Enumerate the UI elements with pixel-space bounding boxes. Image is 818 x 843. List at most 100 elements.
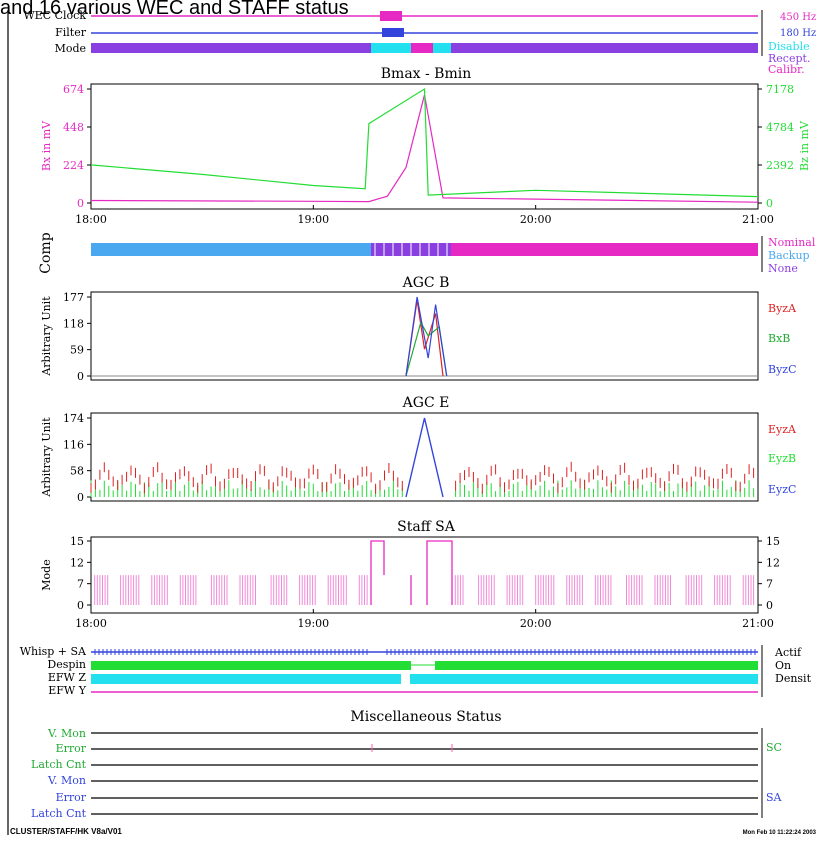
y-tick-label-right: 0 bbox=[766, 599, 773, 612]
y-tick-label: 0 bbox=[77, 599, 84, 612]
legend-eyzc: EyzC bbox=[768, 483, 796, 496]
y-tick-label: 674 bbox=[63, 83, 84, 96]
top-status: WEC Clock Filter Mode 450 Hz 180 Hz Disa… bbox=[23, 9, 816, 76]
panel4-frame bbox=[90, 536, 759, 614]
legend-byzc: ByzC bbox=[768, 363, 797, 376]
label-wec-clock: WEC Clock bbox=[23, 9, 86, 22]
y-tick-label: 174 bbox=[63, 412, 84, 425]
mode-recept: Recept. bbox=[768, 52, 810, 65]
sa-vmon-label: V. Mon bbox=[47, 774, 86, 787]
misc-status: Miscellaneous Status V. Mon Error Latch … bbox=[31, 709, 782, 820]
y-tick-label: 177 bbox=[63, 291, 84, 304]
panel1-ylabel-right: Bz in mV bbox=[798, 120, 811, 171]
comp-status: Comp Nominal Backup None bbox=[38, 232, 816, 275]
y-tick-label: 15 bbox=[70, 535, 84, 548]
y-tick-label: 118 bbox=[63, 317, 84, 330]
comp-legend-backup: Backup bbox=[768, 249, 810, 262]
label-efw-y: EFW Y bbox=[48, 684, 86, 697]
panel4-title: Staff SA bbox=[397, 519, 456, 535]
x-tick-label: 20:00 bbox=[520, 213, 552, 226]
y-tick-label-right: 2392 bbox=[766, 159, 794, 172]
y-tick-label-right: 4784 bbox=[766, 121, 794, 134]
sa-latch-label: Latch Cnt bbox=[31, 807, 87, 820]
panel-agc-e: AGC E Arbitrary Unit 174 116 58 0 EyzA EyzB… bbox=[40, 395, 797, 504]
footer-right: Mon Feb 10 11:22:24 2003 bbox=[743, 830, 817, 836]
label-efw-z: EFW Z bbox=[48, 671, 86, 684]
series-EyzB bbox=[90, 480, 755, 497]
y-tick-label: 448 bbox=[63, 121, 84, 134]
despin-bar-2 bbox=[435, 661, 758, 670]
panel1-title: Bmax - Bmin bbox=[381, 66, 472, 82]
y-tick-label: 58 bbox=[70, 465, 84, 478]
comp-nominal-bar bbox=[451, 243, 758, 256]
panel2-frame bbox=[90, 291, 759, 381]
y-tick-label: 12 bbox=[70, 556, 84, 569]
y-tick-label: 116 bbox=[63, 438, 84, 451]
header-fragment: and 16 various WEC and STAFF status bbox=[0, 0, 349, 19]
series-line-1 bbox=[90, 87, 759, 198]
comp-backup-bar bbox=[91, 243, 371, 256]
y-tick-label-right: 15 bbox=[766, 535, 780, 548]
label-filter: Filter bbox=[55, 26, 87, 39]
panel3-title: AGC E bbox=[402, 395, 450, 411]
filter-block bbox=[382, 28, 404, 37]
panel2-title: AGC B bbox=[402, 275, 450, 291]
mode-disable: Disable bbox=[768, 40, 810, 53]
panel2-ylabel: Arbitrary Unit bbox=[40, 296, 53, 377]
legend-eyza: EyzA bbox=[768, 423, 797, 436]
x-tick-label: 19:00 bbox=[297, 213, 329, 226]
legend-bxb: BxB bbox=[768, 332, 790, 345]
mode-bar-recept bbox=[91, 43, 371, 53]
y-tick-label: 0 bbox=[77, 197, 84, 210]
efwz-bar-1 bbox=[91, 674, 401, 684]
comp-legend-nominal: Nominal bbox=[768, 236, 816, 249]
panel4-ylabel: Mode bbox=[40, 559, 53, 590]
label-whisp-sa: Whisp + SA bbox=[20, 645, 87, 658]
series-EyzA bbox=[90, 461, 755, 494]
status-actif: Actif bbox=[774, 646, 802, 659]
status-on: On bbox=[775, 659, 791, 672]
series-ByzC bbox=[405, 296, 448, 377]
mode-bar-disable-2 bbox=[433, 43, 451, 53]
sc-latch-label: Latch Cnt bbox=[31, 758, 87, 771]
despin-bar-1 bbox=[91, 661, 411, 670]
bottom-status: Whisp + SA Despin EFW Z EFW Y Actif On D… bbox=[20, 645, 812, 697]
status-densit: Densit bbox=[775, 672, 812, 685]
staff-sa-mode-line bbox=[370, 540, 453, 605]
legend-byza: ByzA bbox=[768, 302, 797, 315]
y-tick-label: 0 bbox=[77, 491, 84, 504]
clock-block bbox=[380, 11, 402, 21]
staff-sa-bursts bbox=[94, 575, 755, 605]
y-tick-label: 224 bbox=[63, 159, 84, 172]
panel1-ylabel: Bx in mV bbox=[40, 120, 53, 171]
x-tick-label: 20:00 bbox=[520, 617, 552, 630]
panel-bmax-bmin: Bmax - Bmin Bx in mV Bz in mV 674 448 224 0… bbox=[40, 66, 811, 226]
panel-staff-sa: Staff SA Mode 15 12 7 0 15 12 7 0 18:00 19:00 20:… bbox=[40, 519, 780, 630]
mode-bar-recept-2 bbox=[451, 43, 758, 53]
mode-bar-disable bbox=[371, 43, 411, 53]
sc-vmon-label: V. Mon bbox=[47, 727, 86, 740]
comp-legend-none: None bbox=[768, 262, 798, 275]
sa-error-label: Error bbox=[56, 791, 87, 804]
series-EyzC bbox=[405, 417, 444, 498]
x-tick-label: 18:00 bbox=[75, 213, 107, 226]
x-tick-label: 19:00 bbox=[297, 617, 329, 630]
y-tick-label-right: 12 bbox=[766, 556, 780, 569]
whisp-ticks bbox=[94, 649, 756, 655]
panel3-frame bbox=[90, 412, 759, 502]
mode-calibr: Calibr. bbox=[768, 63, 805, 76]
x-tick-label: 21:00 bbox=[742, 617, 774, 630]
series-line-0 bbox=[90, 94, 759, 203]
legend-eyzb: EyzB bbox=[768, 452, 796, 465]
label-despin: Despin bbox=[47, 658, 86, 671]
x-tick-label: 18:00 bbox=[75, 617, 107, 630]
y-tick-label: 59 bbox=[70, 344, 84, 357]
mode-bar-calibr bbox=[411, 43, 433, 53]
filter-value: 180 Hz bbox=[780, 28, 816, 39]
misc-title: Miscellaneous Status bbox=[350, 709, 501, 725]
footer-left: CLUSTER/STAFF/HK V8a/V01 bbox=[10, 827, 122, 836]
y-tick-label: 0 bbox=[77, 370, 84, 383]
label-mode: Mode bbox=[55, 42, 86, 55]
